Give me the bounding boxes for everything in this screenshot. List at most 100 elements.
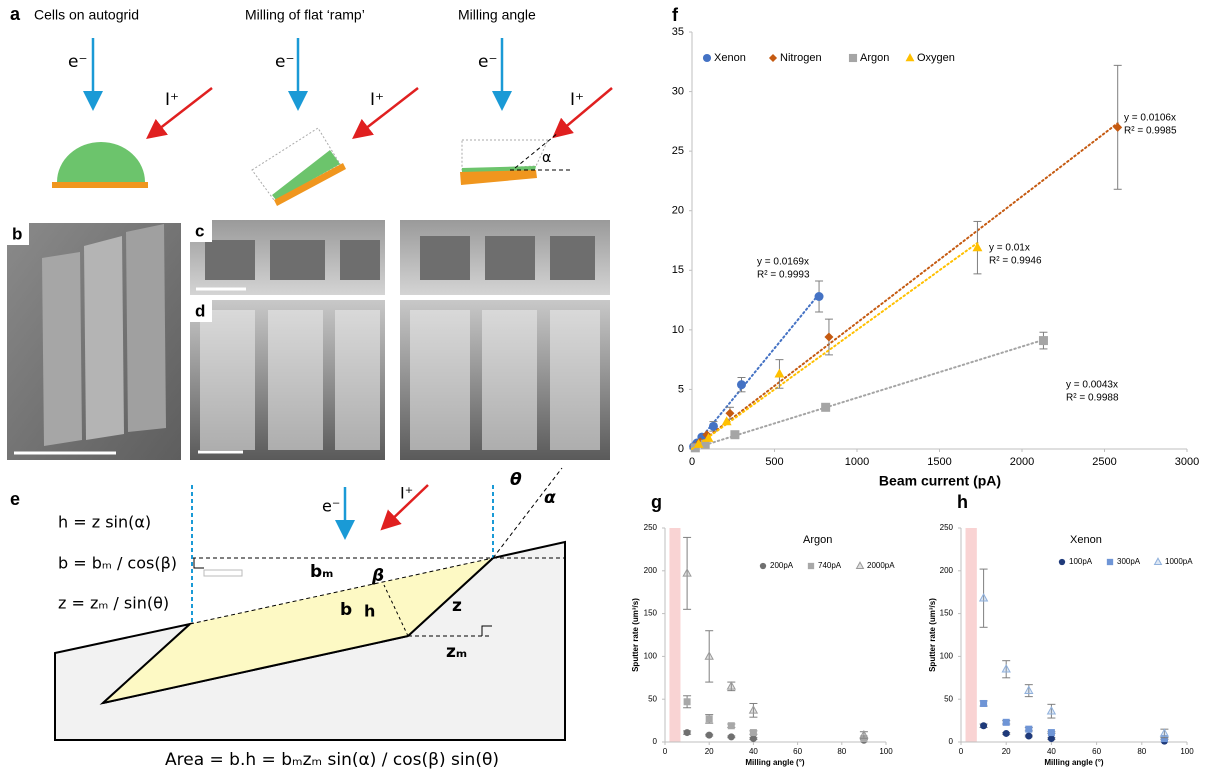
error-bar bbox=[683, 536, 692, 610]
electron-label: e⁻ bbox=[322, 497, 340, 516]
y-tick-label: 0 bbox=[949, 737, 954, 746]
ion-direction bbox=[492, 467, 563, 559]
removed-outline bbox=[461, 139, 549, 171]
legend-label: Nitrogen bbox=[780, 52, 822, 64]
error-bar bbox=[1002, 660, 1011, 679]
data-point bbox=[737, 380, 746, 390]
label-box bbox=[190, 300, 212, 322]
symbol: zₘ bbox=[446, 642, 467, 662]
y-tick-label: 15 bbox=[672, 264, 684, 276]
x-tick-label: 2500 bbox=[1092, 456, 1116, 468]
trend-equation: y = 0.0106x bbox=[1124, 113, 1176, 124]
legend-label: 100pA bbox=[1069, 557, 1093, 566]
ramp bbox=[272, 150, 340, 200]
y-tick-label: 50 bbox=[648, 694, 657, 703]
symbol: bₘ bbox=[310, 562, 333, 582]
grid bbox=[52, 182, 148, 188]
data-point bbox=[749, 729, 757, 737]
legend-label: 740pA bbox=[818, 561, 842, 570]
data-point bbox=[1046, 705, 1057, 715]
symbol: z bbox=[452, 596, 462, 616]
symbol: α bbox=[544, 488, 556, 508]
edge bbox=[407, 557, 494, 637]
ion-beam bbox=[146, 87, 213, 140]
legend-marker bbox=[1153, 557, 1163, 566]
error-bar bbox=[979, 568, 988, 628]
panel-label: f bbox=[672, 5, 679, 25]
data-point bbox=[682, 568, 692, 577]
label-box bbox=[190, 220, 212, 242]
x-axis-label: Milling angle (°) bbox=[745, 758, 805, 767]
ion-beam bbox=[352, 87, 419, 140]
lamella-columns bbox=[200, 310, 600, 450]
y-tick-label: 100 bbox=[644, 652, 658, 661]
x-tick-label: 100 bbox=[879, 747, 893, 756]
trend-equation: y = 0.0043x bbox=[1066, 380, 1118, 391]
data-point bbox=[721, 416, 732, 426]
data-point bbox=[814, 291, 824, 301]
data-point bbox=[1001, 664, 1011, 673]
x-tick-label: 80 bbox=[837, 747, 846, 756]
trendline bbox=[691, 241, 979, 450]
electron-label: e⁻ bbox=[275, 52, 294, 72]
x-tick-label: 80 bbox=[1137, 747, 1146, 756]
legend-marker bbox=[905, 53, 915, 62]
data-point bbox=[824, 332, 834, 342]
x-axis-label: Milling angle (°) bbox=[1044, 758, 1104, 767]
trend-equation: y = 0.01x bbox=[989, 243, 1030, 254]
y-tick-label: 200 bbox=[940, 566, 954, 575]
y-tick-label: 20 bbox=[672, 205, 684, 217]
inset-box bbox=[203, 569, 243, 577]
panel-label: e bbox=[10, 489, 20, 509]
chart: 0 5 10 15 20 25 30 35 0 500 1000 1500 2000 2500 3000 f B… bbox=[672, 5, 1199, 489]
data-point bbox=[1160, 735, 1168, 743]
data-point bbox=[774, 368, 785, 378]
right-angle bbox=[193, 558, 204, 569]
data-point bbox=[705, 715, 713, 723]
chart: 0 50 100 150 200 250 0 20 40 60 80 100 g Milling angl… bbox=[631, 492, 895, 767]
data-point bbox=[708, 421, 718, 431]
legend-label: Oxygen bbox=[917, 52, 955, 64]
data-point bbox=[700, 439, 710, 449]
x-tick-label: 20 bbox=[1002, 747, 1011, 756]
trend-r2: R² = 0.9988 bbox=[1066, 393, 1119, 404]
y-tick-label: 250 bbox=[644, 523, 658, 532]
panel-label: a bbox=[10, 4, 21, 24]
data-point bbox=[727, 733, 735, 741]
data-point bbox=[980, 699, 988, 707]
ion-beam bbox=[380, 484, 429, 531]
legend-label: 1000pA bbox=[1165, 557, 1193, 566]
legend-marker bbox=[848, 53, 858, 63]
area-equation: Area = b.h = bₘzₘ sin(α) / cos(β) sin(θ) bbox=[165, 750, 499, 770]
edge bbox=[102, 623, 191, 704]
data-point bbox=[704, 651, 714, 660]
data-point bbox=[1025, 725, 1033, 733]
data-point bbox=[1002, 718, 1010, 726]
electron-label: e⁻ bbox=[68, 52, 87, 72]
panel-label: h bbox=[957, 492, 968, 512]
data-point bbox=[1047, 729, 1055, 737]
y-tick-label: 0 bbox=[678, 443, 684, 455]
panel-a: a Cells on autogrid Milling of flat ‘ram… bbox=[10, 4, 613, 206]
highlight-band bbox=[669, 528, 681, 742]
trendline bbox=[691, 122, 1119, 450]
data-point bbox=[726, 681, 736, 690]
angle-line bbox=[514, 132, 559, 169]
legend-label: Xenon bbox=[714, 52, 746, 64]
legend-marker bbox=[1106, 558, 1114, 566]
x-tick-label: 40 bbox=[1047, 747, 1056, 756]
data-point bbox=[749, 735, 757, 743]
y-tick-label: 30 bbox=[672, 85, 684, 97]
x-tick-label: 100 bbox=[1180, 747, 1194, 756]
ion-label: I⁺ bbox=[370, 90, 384, 110]
data-point bbox=[1113, 122, 1123, 132]
subpanel-title: Cells on autogrid bbox=[34, 7, 139, 23]
data-point bbox=[748, 705, 759, 714]
trend-equation: y = 0.0169x bbox=[757, 257, 809, 268]
electron-label: e⁻ bbox=[478, 52, 497, 72]
subpanel-title: Milling of flat ‘ramp’ bbox=[245, 7, 365, 23]
lamella-image bbox=[84, 236, 124, 440]
chart-title: Xenon bbox=[1070, 534, 1102, 546]
x-tick-label: 0 bbox=[959, 747, 964, 756]
